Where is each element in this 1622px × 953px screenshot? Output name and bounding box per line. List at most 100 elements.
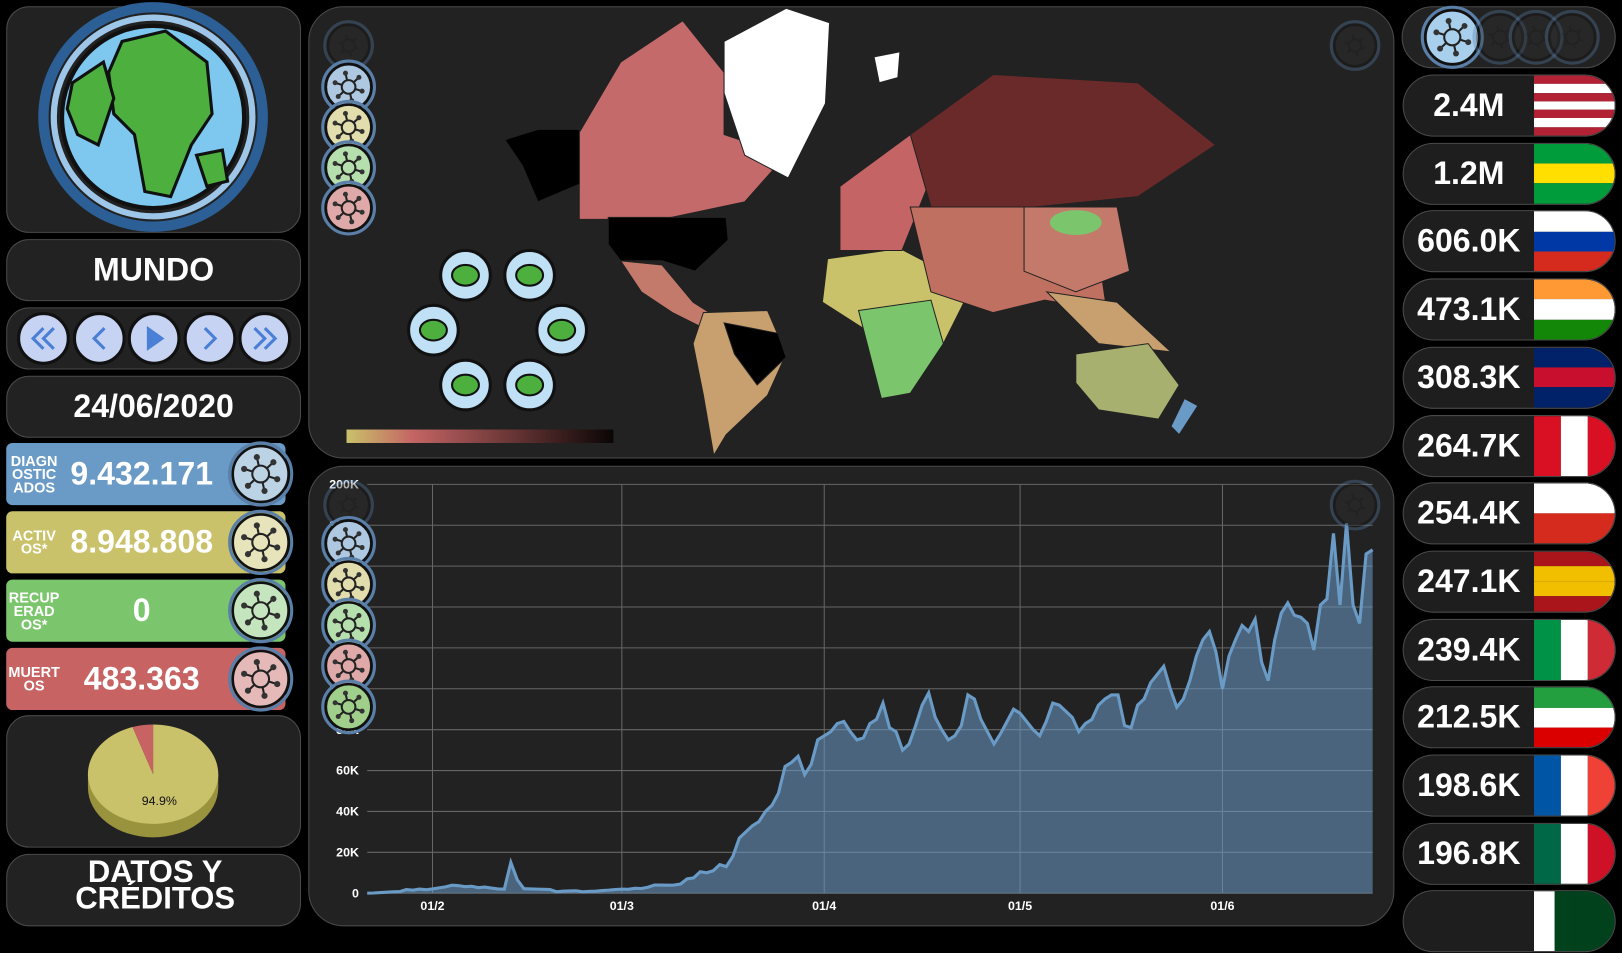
map-region[interactable] xyxy=(503,128,580,203)
icon-knob xyxy=(270,595,277,602)
pie-slice xyxy=(132,724,154,775)
icon-knob xyxy=(241,602,248,609)
country-value: 198.6K xyxy=(1417,766,1521,804)
country-row[interactable] xyxy=(1402,278,1616,341)
flag-stripe xyxy=(1534,183,1615,204)
nav-button[interactable] xyxy=(72,312,126,365)
icon-knob xyxy=(274,476,281,483)
icon-knob xyxy=(1343,511,1348,517)
icon-knob xyxy=(253,590,260,597)
icon-knob xyxy=(270,527,277,534)
map-region[interactable] xyxy=(1170,397,1199,436)
virus-icon[interactable] xyxy=(228,441,294,507)
icon-spike xyxy=(1351,32,1357,46)
icon-spike xyxy=(1535,37,1541,52)
country-row[interactable] xyxy=(1402,482,1616,545)
icon-knob xyxy=(1523,44,1529,50)
map-region[interactable] xyxy=(1049,210,1102,235)
icon-ring xyxy=(228,509,294,575)
country-row[interactable] xyxy=(1402,686,1616,749)
map-region[interactable] xyxy=(1045,291,1173,353)
icon-knob xyxy=(355,34,361,40)
icon-knob xyxy=(244,619,252,626)
flag-stripe xyxy=(1560,823,1588,884)
country-row[interactable] xyxy=(1402,346,1616,409)
map-region[interactable] xyxy=(857,299,944,400)
credits-panel[interactable] xyxy=(6,853,302,927)
flag xyxy=(1534,75,1615,136)
icon-spike xyxy=(1535,36,1550,43)
icon-body xyxy=(1548,13,1597,62)
flag xyxy=(1534,279,1615,340)
country-value: 473.1K xyxy=(1417,290,1521,328)
nav-button[interactable] xyxy=(183,312,237,365)
country-row[interactable] xyxy=(1402,74,1616,137)
x-tick-label: 01/2 xyxy=(420,899,444,913)
stat-value: 8.948.808 xyxy=(70,523,214,560)
icon-knob xyxy=(356,653,362,659)
stat-label: MUERTOS xyxy=(8,663,60,694)
icon-knob xyxy=(1566,20,1572,26)
icon-ring xyxy=(228,441,294,507)
virus-icon xyxy=(1544,9,1600,65)
icon-knob xyxy=(261,487,268,494)
flag-stripe xyxy=(1534,707,1615,728)
icon-core xyxy=(340,79,357,95)
icon-knob xyxy=(342,690,348,696)
virus-icon[interactable] xyxy=(228,646,294,712)
country-row[interactable] xyxy=(1402,550,1616,613)
country-row[interactable] xyxy=(1402,822,1616,885)
virus-icon[interactable] xyxy=(321,679,377,735)
country-row[interactable] xyxy=(1402,754,1616,817)
map-region[interactable] xyxy=(723,322,787,386)
map-region[interactable] xyxy=(607,216,729,272)
date-panel xyxy=(6,375,302,438)
virus-icon[interactable] xyxy=(228,509,294,575)
icon-knob xyxy=(1530,20,1536,26)
icon-knob xyxy=(241,465,248,472)
virus-icon[interactable] xyxy=(1420,5,1484,69)
credits[interactable]: DATOS Y CRÉDITOS xyxy=(75,854,236,916)
country-row[interactable] xyxy=(1402,142,1616,205)
icon-spike xyxy=(1354,495,1366,506)
icon-core xyxy=(340,699,357,715)
stat-label: DIAGNOSTICADOS xyxy=(10,451,58,496)
map-region[interactable] xyxy=(1075,343,1180,420)
icon-ring xyxy=(321,180,377,236)
icon-knob xyxy=(335,174,341,180)
icon-spike xyxy=(1531,23,1538,38)
icon-knob xyxy=(1445,18,1452,24)
y-tick-label: 20K xyxy=(336,845,359,859)
icon-core xyxy=(1564,29,1581,46)
icon-knob xyxy=(1500,48,1506,54)
country-row[interactable] xyxy=(1402,414,1616,477)
nav-arrow xyxy=(146,326,165,351)
icon-knob xyxy=(342,527,348,533)
country-row[interactable] xyxy=(1402,210,1616,273)
globe-ring xyxy=(38,2,268,232)
icon-knob xyxy=(274,612,281,619)
virus-icon[interactable] xyxy=(321,180,377,236)
icon-knob xyxy=(1580,25,1586,31)
icon-knob xyxy=(342,649,348,655)
map-region[interactable] xyxy=(1023,206,1131,293)
icon-knob xyxy=(332,536,338,542)
flag xyxy=(1534,143,1615,204)
map-region[interactable] xyxy=(873,51,901,84)
icon-knob xyxy=(332,201,338,207)
stat-value: 0 xyxy=(132,592,151,629)
icon-knob xyxy=(244,482,252,489)
virus-icon[interactable] xyxy=(321,556,377,612)
flag-stripe xyxy=(1534,727,1615,748)
virus-icon[interactable] xyxy=(321,99,377,155)
virus-icon[interactable] xyxy=(228,578,294,644)
continent-shape xyxy=(450,373,480,397)
map-legend xyxy=(346,429,614,443)
icon-knob xyxy=(335,134,341,140)
icon-spike xyxy=(1571,26,1584,39)
map-region[interactable] xyxy=(723,7,831,179)
icon-knob xyxy=(359,88,365,94)
icon-knob xyxy=(1437,45,1444,52)
icon-knob xyxy=(356,155,362,161)
icon-knob xyxy=(1433,29,1440,36)
